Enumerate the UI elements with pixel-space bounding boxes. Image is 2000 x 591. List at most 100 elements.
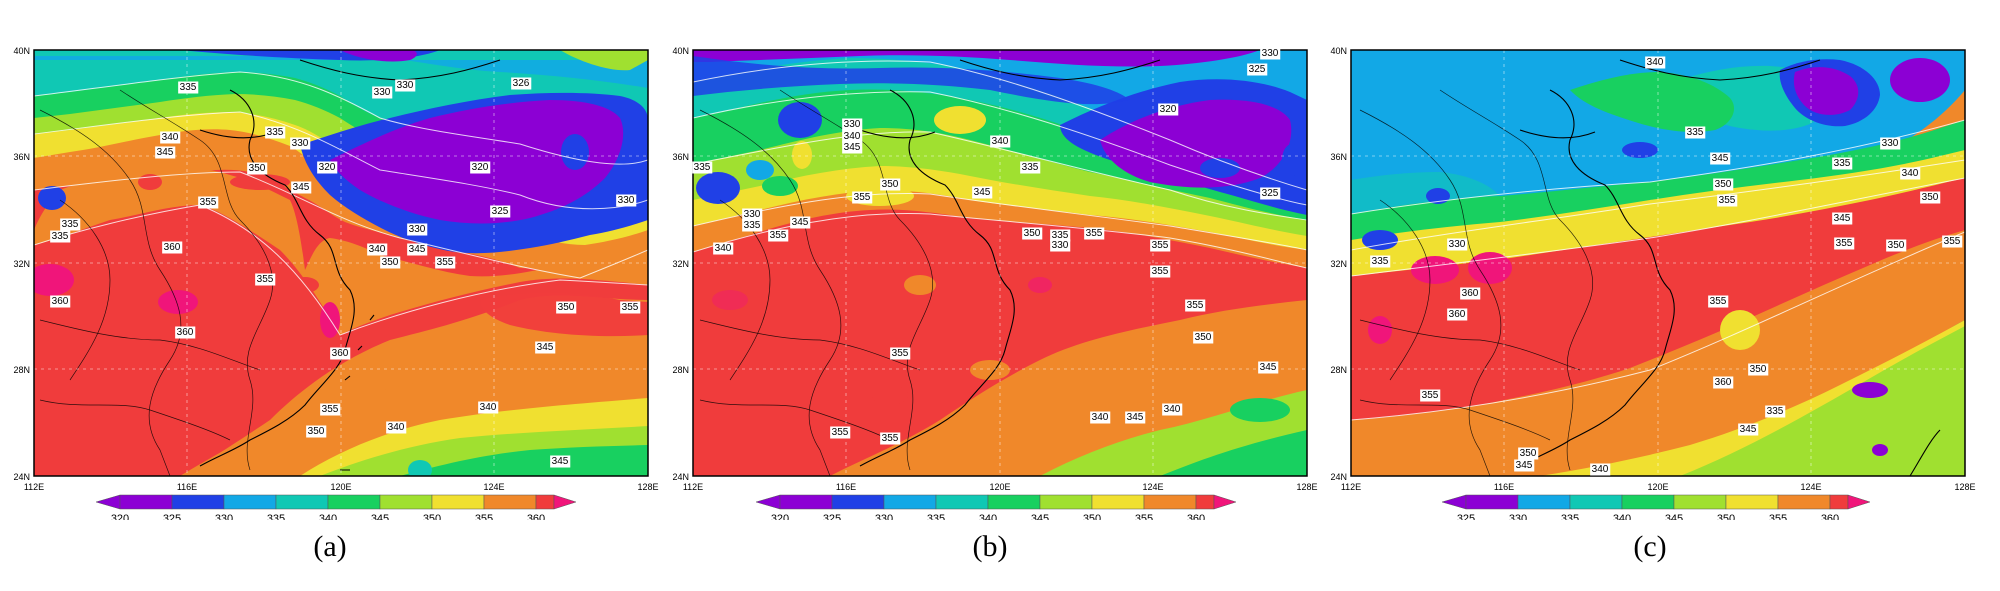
svg-text:24N: 24N [13, 472, 30, 482]
svg-text:345: 345 [157, 147, 174, 158]
contour-label-bg [1158, 103, 1179, 116]
svg-text:128E: 128E [1296, 482, 1317, 492]
contour-labels-c: 340 335 330 335 345 340 350 355 345 350 … [1370, 56, 1963, 476]
svg-text:340: 340 [388, 422, 405, 433]
svg-text:325: 325 [492, 206, 509, 217]
svg-text:345: 345 [1665, 513, 1683, 520]
svg-text:350: 350 [382, 257, 399, 268]
svg-text:350: 350 [423, 513, 441, 520]
svg-text:335: 335 [1561, 513, 1579, 520]
svg-text:335: 335 [927, 513, 945, 520]
contour-label-bg [742, 208, 763, 221]
contour-label-bg [1447, 308, 1468, 321]
svg-text:116E: 116E [177, 482, 197, 492]
contour-label-bg [317, 161, 338, 174]
svg-text:345: 345 [974, 187, 991, 198]
svg-text:320: 320 [472, 162, 489, 173]
contour-label-bg [1685, 126, 1706, 139]
svg-text:24N: 24N [672, 472, 689, 482]
contour-lines-b [693, 60, 1307, 269]
contour-label-bg [1518, 447, 1539, 460]
svg-text:330: 330 [397, 80, 414, 91]
svg-text:330: 330 [744, 209, 761, 220]
contour-label-bg [1090, 411, 1111, 424]
svg-text:340: 340 [1647, 57, 1664, 68]
svg-text:355: 355 [1836, 238, 1853, 249]
contour-label-bg [435, 256, 456, 269]
svg-text:360: 360 [527, 513, 545, 520]
svg-text:345: 345 [537, 342, 554, 353]
svg-text:345: 345 [552, 456, 569, 467]
contour-label-bg [1084, 227, 1105, 240]
svg-text:345: 345 [1031, 513, 1049, 520]
svg-text:120E: 120E [1647, 482, 1668, 492]
lon-labels-c: 112E 116E 120E 124E 128E [1341, 482, 1976, 492]
contour-label-bg [178, 81, 199, 94]
svg-text:335: 335 [694, 162, 711, 173]
svg-text:340: 340 [992, 136, 1009, 147]
svg-text:345: 345 [1834, 213, 1851, 224]
contour-label-bg [1738, 423, 1759, 436]
grid-a [34, 50, 648, 476]
lat-labels-a: 40N 36N 32N 28N 24N [13, 46, 30, 482]
colorbar-ticks-b: 320 325 330 335 340 345 350 355 360 [771, 513, 1205, 520]
contour-label-bg [407, 223, 428, 236]
contour-label-bg [291, 181, 312, 194]
contour-label-bg [1886, 239, 1907, 252]
svg-text:32N: 32N [1330, 259, 1347, 269]
svg-text:116E: 116E [836, 482, 856, 492]
svg-text:360: 360 [177, 327, 194, 338]
contour-label-bg [890, 347, 911, 360]
contour-label-bg [1942, 235, 1963, 248]
contour-label-bg [407, 243, 428, 256]
contour-label-bg [830, 426, 851, 439]
svg-text:330: 330 [1262, 48, 1279, 59]
svg-text:335: 335 [744, 220, 761, 231]
svg-text:24N: 24N [1330, 472, 1347, 482]
contour-label-bg [768, 229, 789, 242]
svg-text:345: 345 [1516, 460, 1533, 471]
svg-text:350: 350 [308, 426, 325, 437]
contour-label-bg [247, 162, 268, 175]
svg-text:340: 340 [319, 513, 337, 520]
lat-labels-c: 40N 36N 32N 28N 24N [1330, 46, 1347, 482]
svg-text:340: 340 [1164, 404, 1181, 415]
svg-text:355: 355 [1769, 513, 1787, 520]
contour-label-bg [1020, 161, 1041, 174]
panel-caption-c: (c) [1633, 530, 1667, 563]
svg-text:340: 340 [480, 402, 497, 413]
svg-text:350: 350 [882, 179, 899, 190]
contour-label-bg [290, 137, 311, 150]
svg-text:355: 355 [475, 513, 493, 520]
svg-text:350: 350 [1024, 228, 1041, 239]
svg-text:355: 355 [770, 230, 787, 241]
svg-text:335: 335 [180, 82, 197, 93]
svg-text:360: 360 [332, 348, 349, 359]
contour-label-bg [1590, 463, 1611, 476]
svg-text:330: 330 [1509, 513, 1527, 520]
svg-text:340: 340 [979, 513, 997, 520]
contour-label-bg [386, 421, 407, 434]
svg-text:32N: 32N [672, 259, 689, 269]
svg-text:124E: 124E [483, 482, 504, 492]
svg-text:355: 355 [622, 302, 639, 313]
svg-text:340: 340 [1902, 168, 1919, 179]
svg-text:325: 325 [1249, 64, 1266, 75]
lon-labels-a: 112E 116E 120E 124E 128E [24, 482, 659, 492]
panel-c: 340 335 330 335 345 340 350 355 345 350 … [1320, 0, 1980, 591]
svg-text:320: 320 [319, 162, 336, 173]
svg-text:124E: 124E [1142, 482, 1163, 492]
svg-text:345: 345 [293, 182, 310, 193]
map-frame-c [1350, 49, 1966, 477]
contour-label-bg [50, 295, 71, 308]
map-frame-b [692, 49, 1308, 477]
province-borders-a [39, 89, 273, 476]
svg-text:340: 340 [369, 244, 386, 255]
contour-label-bg [880, 432, 901, 445]
svg-text:360: 360 [1462, 288, 1479, 299]
contour-label-bg [490, 205, 511, 218]
svg-text:335: 335 [1687, 127, 1704, 138]
map-a: 335 330 330 326 335 330 340 345 350 320 … [13, 46, 659, 520]
contour-label-bg [550, 455, 571, 468]
svg-text:112E: 112E [1341, 482, 1361, 492]
